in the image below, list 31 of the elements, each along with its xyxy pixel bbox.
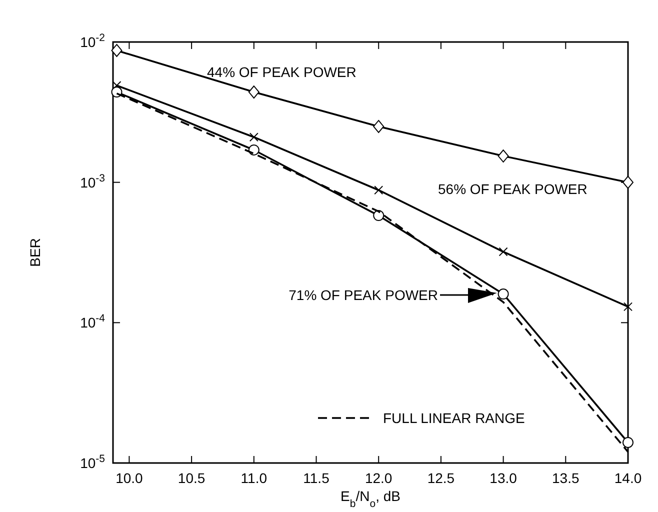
point xyxy=(498,247,508,256)
x-tick-label: 13.5 xyxy=(552,470,580,486)
x-tick-label: 12.0 xyxy=(364,470,392,486)
point xyxy=(111,86,122,98)
annotation: 44% OF PEAK POWER xyxy=(207,64,356,80)
y-tick-label: 10$^{-5}$ xyxy=(80,453,106,471)
point xyxy=(622,436,634,448)
y-tick-label: 10$^{-3}$ xyxy=(80,172,106,190)
legend-label: FULL LINEAR RANGE xyxy=(383,410,525,426)
annotation: 56% OF PEAK POWER xyxy=(438,181,588,197)
point xyxy=(374,186,384,195)
x-tick-label: 10.0 xyxy=(116,470,144,486)
point xyxy=(498,288,509,300)
point xyxy=(249,132,258,142)
x-tick-label: 10.5 xyxy=(178,470,206,486)
annotation: 71% OF PEAK POWER xyxy=(288,287,438,303)
point xyxy=(498,150,509,163)
point xyxy=(373,120,384,133)
point xyxy=(248,86,260,99)
point xyxy=(373,210,384,222)
x-tick-label: 13.0 xyxy=(490,470,518,486)
x-tick-label: 14.0 xyxy=(614,470,642,486)
y-tick-label: 10$^{-4}$ xyxy=(80,312,106,331)
x-tick-label: 12.5 xyxy=(427,470,455,486)
y-tick-label: 10$^{-2}$ xyxy=(80,32,106,50)
point xyxy=(624,302,632,312)
x-tick-label: 11.5 xyxy=(303,470,330,486)
x-axis-title: E$_{b}$/N$_{o}$, dB xyxy=(340,488,400,510)
y-axis-title: BER xyxy=(27,238,43,267)
x-tick-label: 11.0 xyxy=(240,470,268,486)
point xyxy=(111,44,122,57)
